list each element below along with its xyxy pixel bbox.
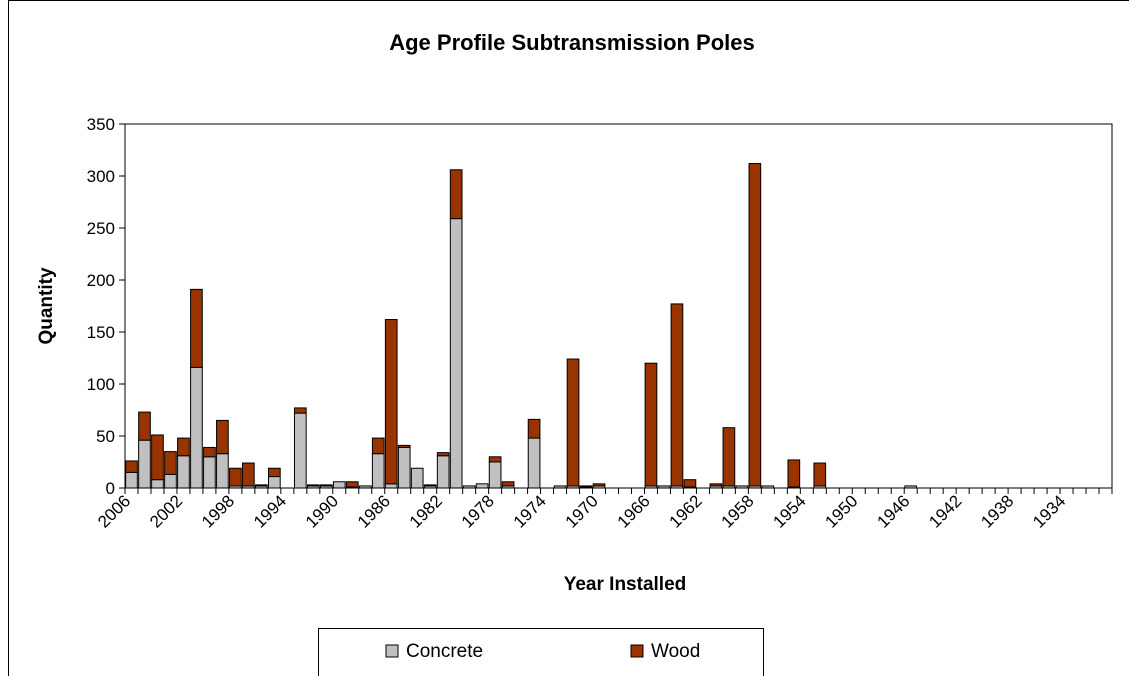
bar-segment bbox=[488, 461, 502, 489]
bar-segment bbox=[151, 479, 164, 489]
bar-segment bbox=[761, 485, 775, 489]
bar-segment bbox=[384, 483, 398, 489]
bar-segment bbox=[255, 484, 268, 487]
bar-segment bbox=[216, 453, 229, 489]
bar-segment bbox=[410, 467, 424, 489]
x-axis-label: Year Installed bbox=[564, 574, 687, 595]
bar-segment bbox=[436, 455, 450, 489]
bar-segment bbox=[203, 446, 216, 458]
y-tick-label: 100 bbox=[87, 375, 115, 394]
bar-segment bbox=[268, 476, 281, 489]
bar-segment bbox=[813, 462, 827, 487]
y-axis-label: Quantity bbox=[36, 267, 57, 344]
bar-segment bbox=[644, 362, 658, 487]
bar-segment bbox=[722, 427, 736, 487]
bar-segment bbox=[553, 485, 567, 489]
bar-segment bbox=[345, 481, 359, 488]
bar-segment bbox=[332, 481, 346, 489]
bar-segment bbox=[203, 456, 216, 489]
bar-segment bbox=[293, 407, 307, 414]
bar-segment bbox=[501, 481, 515, 487]
bar-segment bbox=[216, 419, 229, 455]
bar-segment bbox=[319, 484, 333, 487]
bar-segment bbox=[242, 462, 255, 487]
bar-segment bbox=[190, 366, 203, 489]
bar-segment bbox=[527, 418, 541, 439]
bar-segment bbox=[449, 169, 463, 220]
y-tick-label: 0 bbox=[106, 479, 115, 498]
bar-segment bbox=[592, 483, 606, 487]
y-tick-label: 150 bbox=[87, 323, 115, 342]
legend-swatch bbox=[630, 644, 644, 658]
bar-segment bbox=[566, 358, 580, 487]
legend-swatch bbox=[385, 644, 399, 658]
bar-segment bbox=[683, 479, 697, 488]
bar-segment bbox=[268, 467, 281, 478]
bar-segment bbox=[423, 484, 437, 487]
bar-segment bbox=[527, 437, 541, 489]
bar-segment bbox=[164, 473, 177, 489]
bar-segment bbox=[475, 483, 489, 489]
y-tick-label: 250 bbox=[87, 219, 115, 238]
y-tick-label: 350 bbox=[87, 115, 115, 134]
bar-segment bbox=[306, 484, 320, 487]
bar-segment bbox=[177, 455, 190, 489]
bar-segment bbox=[293, 412, 307, 489]
bar-segment bbox=[138, 411, 151, 441]
bar-segment bbox=[371, 453, 385, 489]
bar-segment bbox=[670, 303, 684, 487]
bar-segment bbox=[125, 471, 138, 489]
bar-segment bbox=[735, 485, 749, 489]
bar-segment bbox=[709, 483, 723, 487]
bar-segment bbox=[371, 437, 385, 455]
bar-segment bbox=[358, 485, 372, 489]
bar-segment bbox=[177, 437, 190, 457]
bar-segment bbox=[138, 439, 151, 489]
legend-label: Wood bbox=[651, 641, 700, 662]
chart-title: Age Profile Subtransmission Poles bbox=[389, 30, 755, 55]
bar-segment bbox=[449, 218, 463, 489]
bar-segment bbox=[579, 485, 593, 488]
bar-segment bbox=[462, 485, 476, 489]
y-tick-label: 300 bbox=[87, 167, 115, 186]
bar-segment bbox=[904, 485, 918, 489]
y-tick-label: 50 bbox=[96, 427, 115, 446]
bar-segment bbox=[787, 459, 801, 488]
bar-segment bbox=[164, 451, 177, 475]
bar-segment bbox=[488, 456, 502, 463]
bar-segment bbox=[125, 460, 138, 473]
bar-segment bbox=[397, 446, 411, 489]
y-tick-label: 200 bbox=[87, 271, 115, 290]
bar-segment bbox=[384, 319, 398, 485]
legend-label: Concrete bbox=[406, 641, 483, 662]
plot-area bbox=[124, 123, 1113, 489]
bar-segment bbox=[657, 485, 671, 489]
bar-segment bbox=[151, 434, 164, 481]
bar-segment bbox=[436, 452, 450, 457]
bar-segment bbox=[190, 288, 203, 368]
bar-segment bbox=[748, 163, 762, 487]
bar-segment bbox=[229, 467, 242, 487]
bar-segment bbox=[397, 444, 411, 448]
